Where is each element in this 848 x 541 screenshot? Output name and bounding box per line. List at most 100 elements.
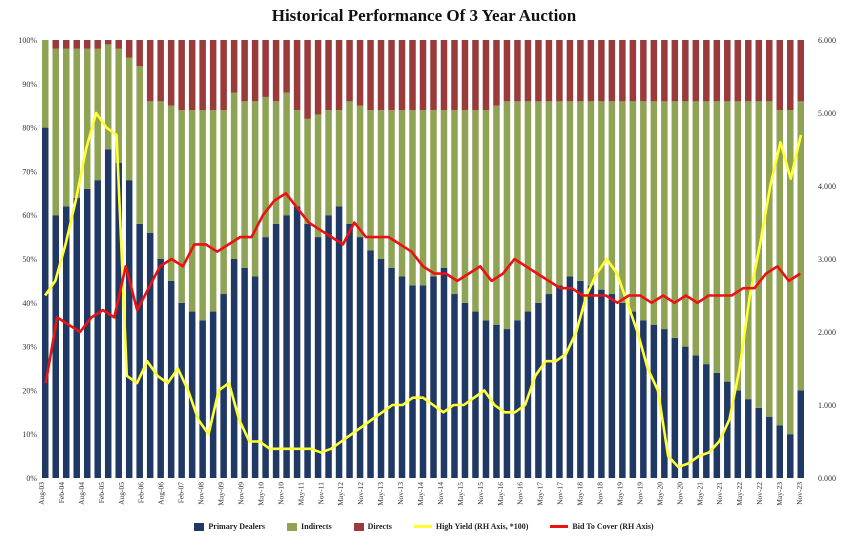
- bar-indirects: [220, 110, 227, 295]
- bar-primary-dealers: [650, 324, 658, 478]
- bar-primary-dealers: [409, 285, 416, 478]
- bar-indirects: [367, 110, 374, 251]
- bar-primary-dealers: [125, 180, 133, 478]
- bar-primary-dealers: [251, 276, 259, 478]
- bar-indirects: [272, 101, 280, 224]
- x-tick-label: Feb-07: [177, 482, 186, 503]
- legend-item-primary-dealers: Primary Dealers: [194, 522, 265, 531]
- bar-indirects: [650, 101, 658, 325]
- bar-directs: [283, 40, 290, 93]
- bar-primary-dealers: [787, 434, 794, 478]
- bar-primary-dealers: [671, 337, 679, 478]
- bar-directs: [398, 40, 406, 111]
- x-tick-label: Nov-21: [715, 482, 724, 505]
- bar-indirects: [241, 101, 248, 268]
- bar-directs: [125, 40, 133, 58]
- bar-indirects: [104, 44, 112, 150]
- bar-indirects: [535, 101, 542, 303]
- bar-primary-dealers: [503, 329, 511, 478]
- bar-directs: [671, 40, 679, 102]
- bar-directs: [188, 40, 196, 111]
- left-tick-label: 100%: [18, 36, 37, 45]
- bar-primary-dealers: [41, 127, 49, 478]
- legend: Primary Dealers Indirects Directs High Y…: [0, 522, 848, 531]
- bar-directs: [62, 40, 70, 49]
- legend-label: Primary Dealers: [208, 522, 266, 531]
- x-tick-label: May-20: [655, 482, 664, 506]
- bar-indirects: [304, 118, 311, 224]
- bar-primary-dealers: [388, 267, 395, 478]
- left-tick-label: 10%: [22, 430, 37, 439]
- bar-directs: [482, 40, 490, 111]
- x-tick-label: Nov-14: [436, 482, 445, 505]
- bar-primary-dealers: [94, 180, 101, 478]
- legend-label: Indirects: [301, 522, 332, 531]
- bar-primary-dealers: [661, 329, 668, 478]
- bar-indirects: [724, 101, 731, 382]
- x-tick-label: May-22: [735, 482, 744, 506]
- bar-primary-dealers: [293, 206, 301, 478]
- bar-indirects: [157, 101, 164, 259]
- bar-indirects: [629, 101, 637, 312]
- left-tick-label: 70%: [22, 167, 37, 176]
- line-layer: [44, 111, 803, 469]
- bar-indirects: [430, 110, 437, 277]
- bar-indirects: [188, 110, 196, 312]
- bar-indirects: [230, 92, 238, 259]
- bar-indirects: [451, 110, 458, 295]
- bar-primary-dealers: [209, 311, 217, 478]
- bar-directs: [73, 40, 80, 49]
- bar-directs: [598, 40, 605, 102]
- bar-indirects: [62, 48, 70, 207]
- bar-primary-dealers: [188, 311, 196, 478]
- bar-primary-dealers: [304, 223, 311, 478]
- bar-indirects: [797, 101, 805, 391]
- bar-indirects: [251, 101, 259, 277]
- x-axis: Aug-03 Feb-04 Aug-04 Feb-05 Aug-05 Feb-06 Aug-…: [37, 482, 804, 506]
- bar-indirects: [482, 110, 490, 321]
- x-tick-label: Nov-22: [755, 482, 764, 505]
- x-tick-label: Feb-06: [137, 482, 146, 503]
- right-tick-label: 2.000: [818, 328, 836, 337]
- left-tick-label: 50%: [22, 255, 37, 264]
- bar-directs: [440, 40, 448, 111]
- bar-directs: [115, 40, 122, 49]
- bar-primary-dealers: [115, 162, 122, 478]
- bar-directs: [493, 40, 500, 106]
- legend-item-bid-to-cover: Bid To Cover (RH Axis): [550, 522, 654, 531]
- bar-directs: [430, 40, 437, 111]
- bar-directs: [713, 40, 721, 102]
- bar-directs: [797, 40, 805, 102]
- bar-primary-dealers: [451, 294, 458, 478]
- bar-primary-dealers: [230, 259, 238, 478]
- bar-indirects: [671, 101, 679, 338]
- bar-primary-dealers: [199, 320, 206, 478]
- bar-directs: [167, 40, 175, 106]
- bar-primary-dealers: [724, 381, 731, 478]
- bar-directs: [346, 40, 353, 102]
- x-tick-label: Nov-12: [356, 482, 365, 505]
- bar-directs: [304, 40, 311, 119]
- bar-indirects: [692, 101, 700, 356]
- bar-directs: [94, 40, 101, 49]
- left-tick-label: 40%: [22, 299, 37, 308]
- x-tick-label: Nov-09: [237, 482, 246, 505]
- x-tick-label: Aug-06: [157, 482, 166, 505]
- bar-indirects: [713, 101, 721, 373]
- legend-swatch: [287, 522, 298, 531]
- x-tick-label: May-13: [376, 482, 385, 506]
- bar-primary-dealers: [608, 294, 616, 478]
- bar-directs: [314, 40, 322, 115]
- x-tick-label: Aug-04: [77, 482, 86, 505]
- bar-indirects: [325, 110, 332, 216]
- bar-primary-dealers: [62, 206, 70, 478]
- bar-primary-dealers: [682, 346, 689, 478]
- bar-primary-dealers: [283, 215, 290, 478]
- bar-primary-dealers: [797, 390, 805, 478]
- bar-directs: [745, 40, 752, 102]
- bar-directs: [209, 40, 217, 111]
- bar-primary-dealers: [514, 320, 521, 478]
- bar-primary-dealers: [335, 206, 343, 478]
- bar-indirects: [472, 110, 479, 312]
- bar-primary-dealers: [241, 267, 248, 478]
